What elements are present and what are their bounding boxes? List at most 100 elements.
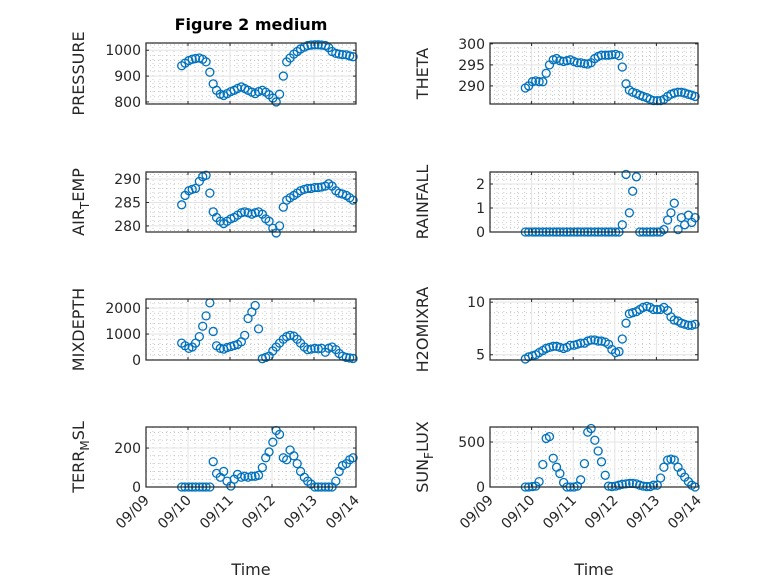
x-axis-label: Time	[230, 560, 270, 579]
data-point	[690, 91, 700, 102]
data-point	[331, 476, 341, 486]
data-point	[572, 58, 583, 68]
data-point	[289, 451, 299, 461]
data-point	[621, 169, 631, 180]
data-point	[205, 188, 215, 198]
data-point	[201, 311, 211, 321]
data-point	[680, 319, 690, 329]
data-point	[334, 49, 344, 59]
data-point	[600, 50, 610, 60]
subplot-pressure: 800 900 1000 PRESSURE	[69, 31, 358, 116]
data-point	[348, 453, 358, 463]
data-point	[243, 472, 253, 482]
data-point	[631, 172, 642, 182]
y-axis-label-part: LUX	[413, 421, 432, 452]
data-point	[310, 343, 320, 353]
data-point	[274, 221, 285, 231]
data-point	[576, 475, 586, 485]
data-point	[690, 319, 700, 329]
y-axis-label-part: EMP	[69, 168, 88, 202]
data-point	[538, 459, 548, 470]
data-point	[306, 344, 316, 354]
data-point	[250, 300, 260, 311]
data-point	[345, 353, 355, 363]
y-tick-label: 0	[132, 480, 141, 496]
data-point	[264, 447, 274, 457]
data-point	[673, 224, 683, 235]
y-axis-label: AIRTEMP	[69, 168, 92, 236]
data-series	[177, 170, 358, 238]
data-point	[253, 324, 264, 334]
x-axis-label: Time	[573, 560, 613, 579]
y-axis-label: THETA	[413, 48, 432, 100]
data-point	[306, 183, 316, 194]
y-axis-label-part: SL	[69, 421, 88, 440]
data-point	[576, 58, 586, 68]
y-tick-label: 1000	[105, 43, 141, 59]
y-tick-label: 5	[476, 348, 485, 364]
data-point	[341, 352, 351, 363]
data-point	[292, 458, 302, 469]
data-point	[187, 54, 197, 64]
y-axis-label-part: TERR	[69, 451, 88, 494]
data-series	[177, 298, 358, 364]
data-point	[282, 455, 292, 465]
data-point	[565, 340, 575, 350]
data-point	[348, 52, 358, 62]
data-point	[617, 334, 627, 344]
data-point	[541, 68, 551, 78]
y-tick-label: 10	[467, 295, 485, 311]
y-axis-label: SUNFLUX	[413, 421, 436, 493]
data-point	[593, 446, 603, 456]
data-point	[548, 453, 558, 463]
data-point	[648, 95, 659, 106]
data-point	[579, 458, 590, 469]
data-point	[638, 302, 648, 313]
y-tick-label: 0	[476, 225, 485, 241]
data-point	[555, 56, 565, 66]
data-point	[201, 57, 211, 67]
data-point	[621, 479, 631, 489]
y-axis-label-part: SUN	[413, 459, 432, 493]
axes-box	[145, 298, 357, 361]
data-point	[278, 71, 288, 81]
y-tick-label: 1	[476, 201, 485, 217]
data-point	[274, 89, 285, 99]
data-point	[659, 462, 669, 472]
data-point	[659, 224, 669, 235]
y-tick-label: 900	[114, 69, 141, 85]
data-point	[617, 220, 627, 230]
data-point	[337, 49, 348, 60]
y-tick-label: 1000	[105, 327, 141, 343]
y-tick-label: 300	[458, 37, 485, 53]
data-point	[607, 50, 617, 60]
y-axis-label-part: AIR	[69, 209, 88, 236]
data-point	[666, 208, 676, 218]
data-point	[198, 321, 208, 331]
data-point	[310, 182, 320, 193]
data-point	[215, 343, 225, 353]
axes-box	[145, 426, 357, 488]
data-point	[253, 470, 264, 480]
data-point	[548, 341, 558, 351]
data-point	[603, 50, 614, 60]
data-point	[555, 342, 565, 353]
data-point	[306, 40, 316, 50]
y-axis-label: RAINFALL	[413, 165, 432, 240]
data-point	[310, 40, 320, 50]
data-point	[177, 200, 187, 210]
data-point	[264, 216, 274, 226]
data-point	[534, 77, 544, 87]
axes-box	[489, 298, 699, 361]
y-axis-label-subscript: M	[78, 440, 92, 450]
subplot-mixdepth: 0 1000 2000 MIXDEPTH	[69, 288, 358, 371]
y-tick-label: 290	[458, 79, 485, 95]
y-axis-label-subscript: T	[78, 201, 92, 210]
data-point	[274, 429, 285, 440]
y-tick-label: 500	[458, 435, 485, 451]
data-point	[247, 471, 257, 481]
data-point	[596, 457, 607, 467]
data-point	[219, 466, 229, 477]
data-point	[596, 50, 607, 60]
